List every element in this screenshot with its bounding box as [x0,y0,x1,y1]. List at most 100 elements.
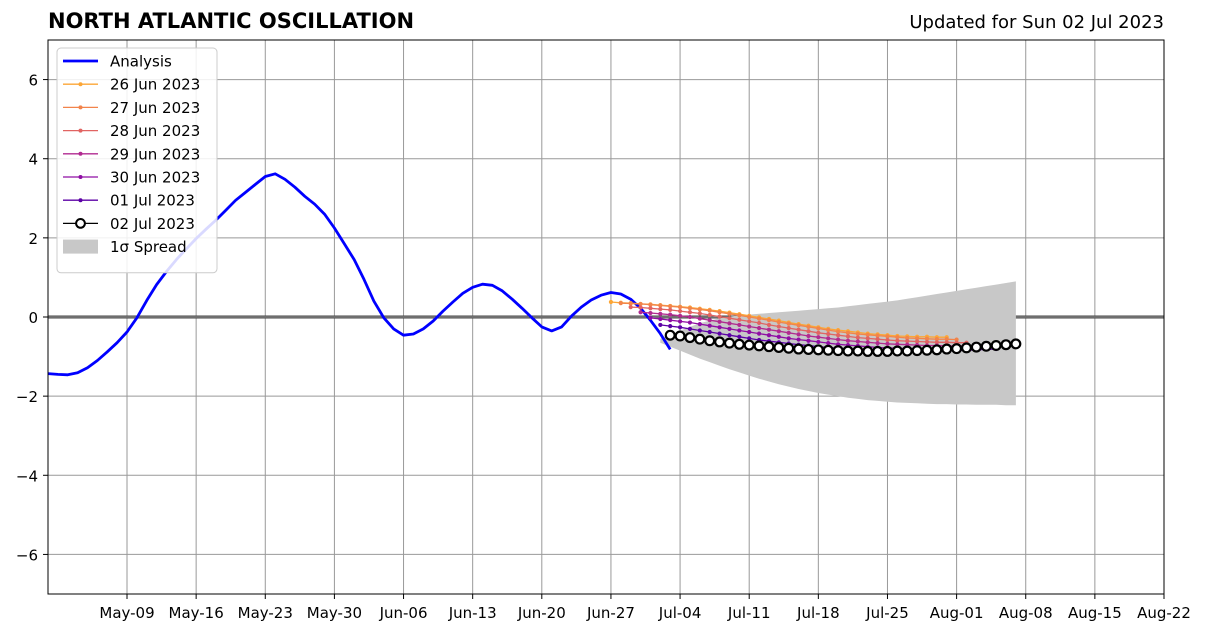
forecast-point [773,341,785,353]
forecast-point [684,332,696,344]
forecast-point [875,337,880,342]
legend-entry: 02 Jul 2023 [63,215,195,233]
x-tick-label: Jun-27 [586,604,635,622]
forecast-point [835,333,841,338]
series-0 [47,172,672,377]
forecast-point [796,337,801,342]
forecast-point [921,344,933,356]
forecast-point [707,329,712,335]
forecast-point [895,338,900,343]
forecast-point [674,330,686,342]
forecast-point [747,329,752,335]
forecast-point [885,341,890,347]
chart-subtitle: Updated for Sun 02 Jul 2023 [909,12,1164,33]
forecast-point [901,345,913,357]
forecast-point [618,301,623,306]
forecast-point [714,336,726,348]
forecast-point [980,340,992,352]
series-2 [618,301,959,342]
forecast-point [905,339,910,344]
legend-marker [78,151,83,156]
forecast-point [697,316,702,321]
forecast-point [885,334,890,339]
forecast-point [756,325,762,331]
forecast-point [786,336,791,341]
x-tick-label: Aug-22 [1137,604,1191,622]
forecast-point [677,319,683,324]
forecast-point [872,345,884,357]
x-tick-label: Aug-08 [999,604,1053,622]
forecast-point [628,301,633,306]
legend: Analysis 26 Jun 2023 27 Jun 2023 28 Jun 202… [56,47,218,274]
forecast-point [743,339,755,351]
forecast-point [816,330,821,335]
forecast-point [747,324,752,329]
legend-marker [75,218,86,229]
forecast-point [806,338,811,343]
forecast-point [862,345,874,357]
forecast-point [697,311,702,316]
forecast-point [737,322,742,328]
y-tick-label: −4 [16,467,38,485]
forecast-point [756,331,762,336]
y-tick-label: 2 [28,230,38,248]
legend-label: 1σ Spread [110,238,187,256]
legend-marker [78,198,83,203]
x-tick-label: Jul-18 [796,604,840,622]
x-tick-label: Jul-25 [865,604,909,622]
forecast-point [1000,339,1012,351]
forecast-point [816,339,821,345]
series-group [47,172,1022,377]
legend-entry: 30 Jun 2023 [63,169,200,187]
forecast-point [852,345,864,357]
x-tick-label: Aug-15 [1068,604,1122,622]
x-tick-label: Jun-13 [448,604,497,622]
legend-label: 28 Jun 2023 [110,122,200,140]
forecast-point [756,320,762,326]
forecast-point [855,335,860,340]
forecast-point [885,337,890,343]
forecast-point [796,327,801,332]
forecast-point [638,301,643,307]
legend-entry: 01 Jul 2023 [63,192,195,210]
forecast-point [727,333,732,338]
forecast-point [822,344,834,356]
forecast-point [677,305,683,310]
forecast-point [727,321,732,326]
forecast-point [990,339,1002,351]
forecast-point [970,341,982,353]
forecast-point [638,310,643,315]
forecast-point [826,336,831,341]
forecast-point [697,307,702,312]
forecast-point [786,325,791,331]
forecast-point [776,320,781,325]
forecast-point [727,326,732,331]
forecast-point [776,329,781,334]
y-tick-label: −2 [16,388,38,406]
forecast-point [763,341,775,353]
forecast-point [865,340,870,345]
x-tick-label: Jun-06 [379,604,428,622]
forecast-point [658,306,663,312]
forecast-point [658,311,663,316]
legend-label: 02 Jul 2023 [110,215,195,233]
forecast-point [697,328,702,333]
forecast-point [707,308,712,313]
forecast-point [687,320,693,325]
forecast-point [816,326,821,331]
legend-entry: 28 Jun 2023 [63,122,200,140]
forecast-point [638,305,643,310]
forecast-point [812,344,824,356]
legend-swatch [63,239,98,254]
forecast-point [845,330,851,335]
x-tick-label: Aug-01 [930,604,984,622]
legend-label: 29 Jun 2023 [110,145,200,163]
forecast-point [806,333,811,339]
x-tick-label: May-23 [238,604,293,622]
legend-label: 01 Jul 2023 [110,192,195,210]
forecast-point [687,306,693,311]
forecast-point [717,310,722,315]
forecast-point [931,344,943,356]
forecast-point [737,334,742,339]
